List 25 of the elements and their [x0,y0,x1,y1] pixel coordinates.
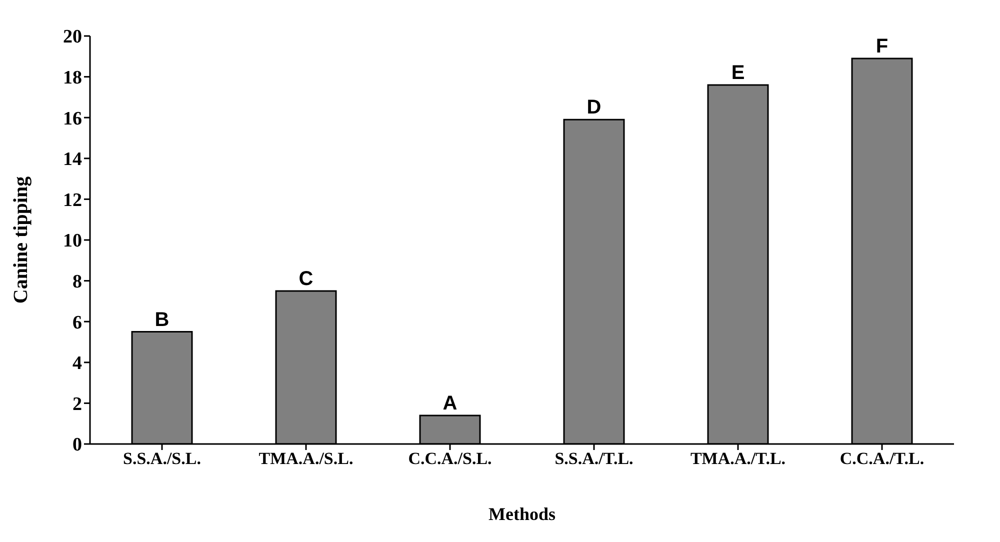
y-tick-label: 8 [72,272,82,293]
annotation: C [298,268,314,290]
x-tick-label: S.S.A./T.L. [554,449,634,468]
y-tick-label: 18 [63,68,82,89]
y-tick-label: 4 [72,353,82,374]
y-tick-label: 0 [72,434,82,456]
x-tick-label: C.C.A./S.L. [408,449,492,468]
x-tick-label: S.S.A./S.L. [123,449,201,468]
annotation: E [731,62,745,84]
x-tick-label: TMA.A./S.L. [258,449,354,468]
x-tick-label: TMA.A./T.L. [690,449,786,468]
y-axis-title: Canine tipping [10,176,32,304]
x-tick-label: C.C.A./T.L. [840,449,924,468]
annotation: A [442,392,458,414]
annotation: B [154,308,170,331]
annotation: F [876,35,888,58]
y-tick-label: 14 [63,149,82,170]
y-tick-label: 12 [63,190,82,211]
y-tick-label: 20 [63,26,82,48]
y-tick-label: 6 [72,312,82,334]
annotation: D [586,96,602,119]
x-axis-title: Methods [488,504,556,524]
y-tick-label: 16 [63,108,82,130]
y-tick-label: 10 [63,230,82,252]
y-tick-label: 2 [72,394,82,415]
